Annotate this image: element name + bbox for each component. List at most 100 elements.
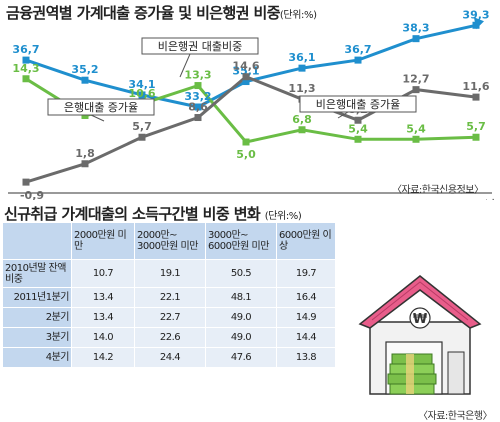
- data-point: [298, 64, 306, 72]
- data-point: [242, 138, 250, 146]
- data-label: 36,7: [12, 43, 39, 56]
- data-label: 8,6: [188, 101, 208, 114]
- data-point: [22, 178, 30, 186]
- col-header: 3000만~ 6000만원 미만: [205, 222, 277, 260]
- data-label: 14,6: [232, 60, 259, 73]
- row-label: 2분기: [2, 307, 72, 328]
- data-point: [22, 75, 30, 83]
- data-point: [242, 78, 250, 86]
- x-tick-label: 2010: [402, 198, 430, 200]
- data-point: [194, 103, 202, 111]
- table-source: 〈자료:한국은행〉: [418, 411, 493, 422]
- data-point: [472, 93, 480, 101]
- data-point: [472, 21, 480, 29]
- x-tick-label: 2004: [71, 198, 99, 200]
- data-label: 34,1: [128, 78, 155, 91]
- x-tick-label: 2003: [12, 198, 40, 200]
- table-cell: 14.4: [276, 327, 336, 348]
- x-tick-label: 2008: [288, 198, 316, 200]
- table-cell: 50.5: [205, 259, 277, 288]
- table-cell: 24.4: [134, 347, 206, 368]
- data-point: [298, 126, 306, 134]
- data-point: [22, 56, 30, 64]
- table-cell: 13.4: [71, 287, 135, 308]
- legend-leader: [337, 111, 349, 119]
- col-header: 6000만원 이상: [276, 222, 336, 260]
- table-row: 3분기 14.0 22.6 49.0 14.4: [2, 327, 336, 348]
- legend-label: 비은행대출 증가율: [316, 98, 400, 111]
- data-point: [472, 133, 480, 141]
- data-label: 11,3: [288, 82, 315, 95]
- house-illustration: ₩: [358, 275, 482, 395]
- data-point: [81, 76, 89, 84]
- data-label: 36,1: [288, 51, 315, 64]
- table-cell: 14.2: [71, 347, 135, 368]
- income-table: 2000만원 미만 2000만~ 3000만원 미만 3000만~ 6000만원…: [2, 222, 336, 368]
- x-tick-label: 2006: [184, 198, 212, 200]
- data-label: 35,1: [232, 65, 259, 78]
- legend-box: [47, 98, 155, 116]
- data-label: 5,4: [348, 122, 368, 135]
- chart-source: 〈자료:한국신용정보〉: [392, 185, 484, 196]
- table-row: 4분기 14.2 24.4 47.6 13.8: [2, 347, 336, 368]
- data-label: 5,7: [466, 120, 486, 133]
- line-chart: 2003 2004 2005 2006 2007 2008 2009 2010 2011년 36,…: [8, 8, 495, 200]
- table-cell: 16.4: [276, 287, 336, 308]
- data-label: 5,4: [406, 122, 426, 135]
- data-label: 1,8: [75, 147, 95, 160]
- table-cell: 14.0: [71, 327, 135, 348]
- data-label: 36,7: [344, 43, 371, 56]
- data-label: -0,9: [20, 189, 44, 200]
- data-point: [138, 91, 146, 99]
- row-label: 2010년말 잔액비중: [2, 259, 72, 288]
- data-label: 12,7: [402, 73, 429, 86]
- data-label: 6,8: [292, 113, 312, 126]
- data-label: 5,0: [236, 148, 256, 161]
- data-label: 35,2: [71, 63, 98, 76]
- table-cell: 19.7: [276, 259, 336, 288]
- data-point: [354, 116, 362, 124]
- data-label: 13,3: [184, 69, 211, 82]
- data-label: 39,3: [462, 8, 489, 21]
- col-header: 2000만원 미만: [71, 222, 135, 260]
- x-tick-label: 2007: [232, 198, 260, 200]
- x-tick-label: 2009: [344, 198, 372, 200]
- table-row: 2011년1분기 13.4 22.1 48.1 16.4: [2, 287, 336, 308]
- row-label: 3분기: [2, 327, 72, 348]
- x-tick-label: 2011년: [457, 198, 495, 200]
- col-header: 2000만~ 3000만원 미만: [134, 222, 206, 260]
- table-cell: 10.7: [71, 259, 135, 288]
- x-tick-label: 2005: [128, 198, 156, 200]
- data-point: [354, 135, 362, 143]
- table-cell: 22.7: [134, 307, 206, 328]
- data-point: [354, 56, 362, 64]
- won-sign: ₩: [413, 312, 428, 327]
- money-bundle-icon: [387, 353, 437, 395]
- table-cell: 14.9: [276, 307, 336, 328]
- legend-leader: [179, 53, 191, 78]
- legend-label: 비은행권 대출비중: [158, 40, 242, 53]
- table-row: 2010년말 잔액비중 10.7 19.1 50.5 19.7: [2, 259, 336, 288]
- line-chart-unit: (단위:%): [279, 10, 317, 21]
- data-label: 38,3: [402, 22, 429, 35]
- table-cell: 19.1: [134, 259, 206, 288]
- table-corner: [2, 222, 72, 260]
- legend-box: [141, 37, 259, 55]
- legend-label: 은행대출 증가율: [64, 101, 138, 114]
- data-point: [194, 114, 202, 122]
- table-row: 2분기 13.4 22.7 49.0 14.9: [2, 307, 336, 328]
- table-cell: 49.0: [205, 307, 277, 328]
- table-cell: 22.6: [134, 327, 206, 348]
- data-point: [412, 86, 420, 94]
- table-cell: 13.8: [276, 347, 336, 368]
- table-cell: 48.1: [205, 287, 277, 308]
- data-point: [412, 135, 420, 143]
- table-cell: 13.4: [71, 307, 135, 328]
- legend-leader: [90, 114, 105, 122]
- table-cell: 47.6: [205, 347, 277, 368]
- data-point: [412, 35, 420, 43]
- data-point: [138, 133, 146, 141]
- legend-box: [299, 95, 417, 113]
- row-label: 2011년1분기: [2, 287, 72, 308]
- data-label: 11,6: [462, 80, 489, 93]
